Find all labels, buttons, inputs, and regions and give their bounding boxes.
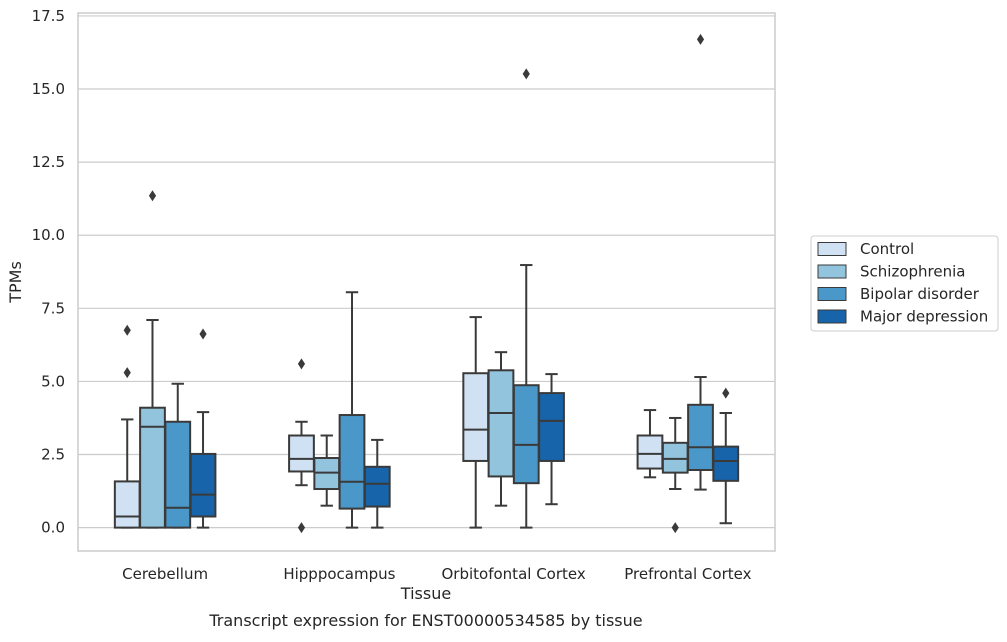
box-0-2 bbox=[164, 382, 192, 529]
box-0-0 bbox=[113, 324, 141, 529]
box-2-0 bbox=[462, 316, 490, 529]
y-tick-label: 2.5 bbox=[41, 446, 65, 464]
legend-label: Major depression bbox=[860, 308, 988, 326]
outlier-marker bbox=[696, 33, 705, 45]
outlier-marker bbox=[123, 324, 131, 336]
outlier-marker bbox=[522, 68, 530, 80]
legend-swatch bbox=[817, 242, 847, 256]
y-tick-label: 5.0 bbox=[41, 372, 65, 390]
box-body bbox=[363, 465, 391, 508]
box-body bbox=[687, 403, 714, 472]
box-body bbox=[636, 434, 664, 470]
box-3-0 bbox=[636, 409, 664, 479]
legend: Control Schizophrenia Bipolar disorder Majo… bbox=[810, 235, 999, 332]
box-1-3 bbox=[363, 438, 391, 529]
box-0-3 bbox=[189, 328, 217, 529]
outlier-marker bbox=[148, 190, 157, 202]
box-body bbox=[164, 420, 192, 529]
box-body bbox=[462, 372, 490, 462]
y-tick-label: 15.0 bbox=[32, 80, 65, 98]
box-body bbox=[113, 480, 141, 529]
box-2-3 bbox=[538, 373, 565, 506]
box-body bbox=[338, 414, 366, 510]
box-1-1 bbox=[313, 434, 341, 507]
outlier-marker bbox=[123, 367, 131, 379]
y-tick-label: 17.5 bbox=[32, 7, 65, 25]
box-body bbox=[538, 392, 565, 462]
legend-swatch bbox=[817, 264, 847, 279]
box-2-2 bbox=[512, 68, 540, 529]
box-body bbox=[661, 441, 689, 474]
legend-frame bbox=[810, 235, 999, 332]
box-body bbox=[189, 452, 217, 518]
x-tick-labels: Cerebellum Hipppocampus Orbitofontal Corte… bbox=[122, 565, 751, 583]
box-3-2 bbox=[687, 33, 714, 491]
box-body bbox=[712, 445, 740, 482]
legend-swatch bbox=[817, 309, 847, 324]
y-tick-label: 10.0 bbox=[32, 226, 65, 244]
box-body bbox=[139, 406, 166, 529]
box-body bbox=[487, 369, 515, 478]
box-1-0 bbox=[288, 358, 315, 534]
x-tick-label: Prefrontal Cortex bbox=[624, 565, 751, 583]
box-series bbox=[113, 33, 740, 534]
outlier-marker bbox=[199, 328, 207, 340]
chart-caption: Transcript expression for ENST0000053458… bbox=[208, 611, 642, 630]
plot-area-frame bbox=[77, 12, 776, 552]
box-body bbox=[288, 434, 315, 473]
x-axis-label: Tissue bbox=[400, 584, 451, 603]
y-tick-label: 12.5 bbox=[32, 153, 65, 171]
y-tick-labels: 0.0 2.5 5.0 7.5 10.0 12.5 15.0 17.5 bbox=[32, 7, 65, 537]
box-1-2 bbox=[338, 291, 366, 529]
outlier-marker bbox=[297, 358, 306, 370]
y-tick-label: 0.0 bbox=[41, 519, 65, 537]
outlier-marker bbox=[722, 387, 730, 399]
box-3-1 bbox=[661, 416, 689, 534]
y-axis-label: TPMs bbox=[6, 261, 25, 304]
box-0-1 bbox=[139, 190, 166, 529]
legend-label: Schizophrenia bbox=[860, 263, 965, 281]
y-tick-label: 7.5 bbox=[41, 299, 65, 317]
box-2-1 bbox=[487, 351, 515, 507]
box-3-3 bbox=[712, 387, 740, 525]
x-tick-label: Hipppocampus bbox=[283, 565, 395, 583]
outlier-marker bbox=[671, 522, 679, 534]
box-body bbox=[512, 384, 540, 485]
x-tick-label: Orbitofontal Cortex bbox=[442, 565, 586, 583]
outlier-marker bbox=[297, 522, 306, 534]
x-tick-label: Cerebellum bbox=[122, 565, 208, 583]
legend-label: Bipolar disorder bbox=[860, 285, 980, 303]
legend-label: Control bbox=[860, 240, 914, 258]
legend-swatch bbox=[817, 287, 847, 301]
